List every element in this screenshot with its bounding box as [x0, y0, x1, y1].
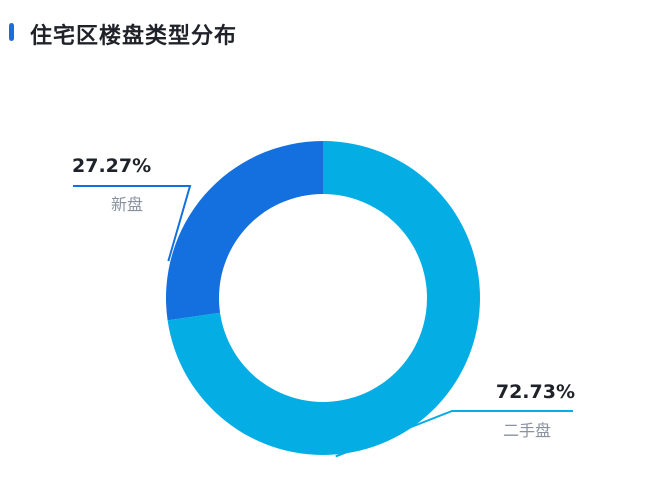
- leader-line-second-hand: [335, 410, 573, 458]
- name-label-second-hand: 二手盘: [503, 421, 551, 440]
- slice-second-hand[interactable]: [167, 141, 481, 455]
- name-label-new: 新盘: [111, 195, 143, 214]
- title-accent-bar: [9, 23, 14, 41]
- percent-label-new: 27.27%: [72, 155, 151, 177]
- chart-header: 住宅区楼盘类型分布: [0, 14, 656, 49]
- chart-title: 住宅区楼盘类型分布: [30, 24, 238, 49]
- leader-line-new: [73, 185, 192, 262]
- percent-label-second-hand: 72.73%: [496, 381, 575, 403]
- slice-new[interactable]: [165, 141, 323, 321]
